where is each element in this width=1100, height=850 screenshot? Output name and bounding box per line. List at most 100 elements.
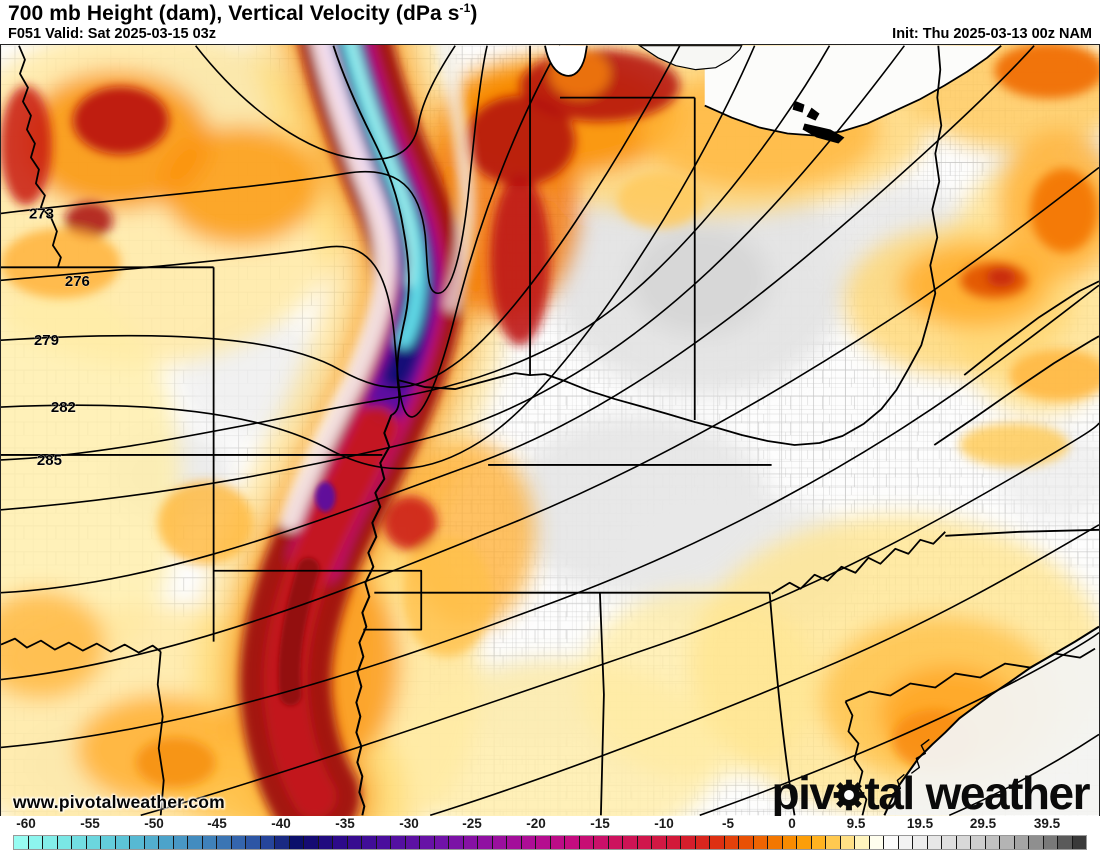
colorbar-tick: 19.5: [906, 816, 934, 831]
colorbar-cell: [332, 836, 347, 849]
weather-map: 273 276 279 282 285 www.pivotalweather.com p…: [0, 44, 1100, 817]
colorbar-cell: [854, 836, 869, 849]
colorbar-cell: [404, 836, 419, 849]
colorbar-cell: [839, 836, 854, 849]
colorbar-cell: [549, 836, 564, 849]
colorbar-cell: [926, 836, 941, 849]
colorbar-tick: 29.5: [969, 816, 997, 831]
colorbar-cell: [709, 836, 724, 849]
colorbar-cell: [796, 836, 811, 849]
logo-part-weather: weather: [925, 767, 1091, 817]
colorbar-cell: [477, 836, 492, 849]
watermark-url: www.pivotalweather.com: [13, 792, 225, 812]
colorbar-tick-labels: -60 -55 -50 -45 -40 -35 -30 -25 -20 -15 -10 -5 0 9.5 1…: [0, 816, 1100, 833]
colorbar-cell: [216, 836, 231, 849]
state-border-layer: [1, 45, 1099, 816]
colorbar-cell: [883, 836, 898, 849]
colorbar-cell: [651, 836, 666, 849]
colorbar-cell: [361, 836, 376, 849]
colorbar-tick: -35: [335, 816, 355, 831]
svg-text:273: 273: [29, 205, 54, 222]
colorbar-cell: [1071, 836, 1086, 849]
colorbar-cell: [419, 836, 434, 849]
colorbar-cell: [999, 836, 1014, 849]
colorbar-cell: [303, 836, 318, 849]
colorbar-tick: 0: [788, 816, 796, 831]
colorbar-cell: [1028, 836, 1043, 849]
colorbar-cell: [187, 836, 202, 849]
colorbar-cell: [129, 836, 144, 849]
colorbar-tick: -50: [144, 816, 164, 831]
svg-text:285: 285: [37, 452, 62, 469]
colorbar-cell: [100, 836, 115, 849]
colorbar-tick: -45: [207, 816, 227, 831]
forecast-valid-label: F051 Valid: Sat 2025-03-15 03z: [8, 26, 216, 42]
colorbar-cell: [390, 836, 405, 849]
colorbar-cell: [564, 836, 579, 849]
colorbar-cell: [71, 836, 86, 849]
colorbar-cell: [1042, 836, 1057, 849]
gear-icon: [831, 777, 867, 813]
colorbar: -60 -55 -50 -45 -40 -35 -30 -25 -20 -15 -10 -5 0 9.5 1…: [0, 816, 1100, 850]
colorbar-cell: [970, 836, 985, 849]
svg-text:282: 282: [51, 399, 76, 416]
colorbar-cell: [245, 836, 260, 849]
colorbar-cell: [622, 836, 637, 849]
colorbar-cell: [462, 836, 477, 849]
colorbar-gradient: [13, 835, 1087, 850]
colorbar-cell: [535, 836, 550, 849]
colorbar-cell: [42, 836, 57, 849]
height-contour-layer: [1, 45, 1099, 816]
colorbar-tick: -55: [80, 816, 100, 831]
colorbar-tick: -25: [462, 816, 482, 831]
svg-text:276: 276: [65, 273, 90, 290]
colorbar-cell: [680, 836, 695, 849]
colorbar-cell: [172, 836, 187, 849]
colorbar-cell: [781, 836, 796, 849]
colorbar-cell: [158, 836, 173, 849]
page-title: 700 mb Height (dam), Vertical Velocity (…: [8, 1, 477, 26]
colorbar-cell: [230, 836, 245, 849]
colorbar-cell: [665, 836, 680, 849]
colorbar-tick: 39.5: [1033, 816, 1061, 831]
colorbar-tick: -15: [590, 816, 610, 831]
colorbar-cell: [868, 836, 883, 849]
colorbar-cell: [85, 836, 100, 849]
colorbar-cell: [984, 836, 999, 849]
svg-text:279: 279: [34, 332, 59, 349]
colorbar-cell: [274, 836, 289, 849]
colorbar-cell: [578, 836, 593, 849]
colorbar-tick: 9.5: [846, 816, 866, 831]
colorbar-cell: [767, 836, 782, 849]
colorbar-tick: -60: [16, 816, 36, 831]
colorbar-cell: [941, 836, 956, 849]
colorbar-cell: [288, 836, 303, 849]
map-canvas: 273 276 279 282 285: [1, 45, 1099, 816]
colorbar-cell: [201, 836, 216, 849]
colorbar-cell: [593, 836, 608, 849]
pivotal-weather-logo: piv tal weather: [771, 767, 1091, 817]
colorbar-cell: [636, 836, 651, 849]
colorbar-cell: [506, 836, 521, 849]
colorbar-cell: [1013, 836, 1028, 849]
colorbar-cell: [375, 836, 390, 849]
colorbar-cell: [810, 836, 825, 849]
colorbar-cell: [448, 836, 463, 849]
header: 700 mb Height (dam), Vertical Velocity (…: [0, 0, 1100, 44]
title-superscript: -1: [459, 1, 471, 15]
colorbar-tick: -30: [399, 816, 419, 831]
colorbar-cell: [317, 836, 332, 849]
colorbar-cell: [14, 836, 28, 849]
colorbar-cell: [143, 836, 158, 849]
title-main: 700 mb Height (dam), Vertical Velocity (…: [8, 2, 460, 25]
colorbar-cell: [346, 836, 361, 849]
logo-part-piv: piv: [771, 767, 834, 817]
colorbar-cell: [752, 836, 767, 849]
colorbar-cell: [520, 836, 535, 849]
colorbar-tick: -40: [271, 816, 291, 831]
colorbar-cell: [1057, 836, 1072, 849]
model-init-label: Init: Thu 2025-03-13 00z NAM: [892, 26, 1092, 42]
colorbar-cell: [912, 836, 927, 849]
colorbar-cell: [607, 836, 622, 849]
colorbar-cell: [738, 836, 753, 849]
